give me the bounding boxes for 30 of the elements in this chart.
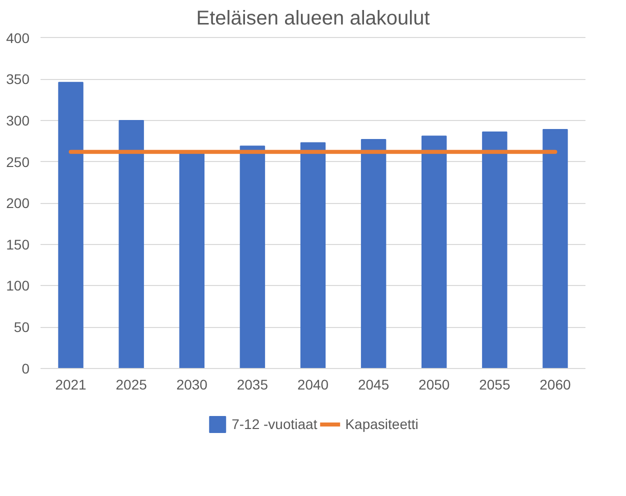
y-tick-label: 300 (6, 112, 30, 128)
y-tick-label: 250 (6, 154, 30, 170)
bar (482, 132, 508, 369)
x-tick-label: 2040 (297, 376, 329, 392)
x-tick-label: 2025 (116, 376, 148, 392)
x-tick-label: 2050 (418, 376, 450, 392)
x-tick-label: 2055 (479, 376, 510, 392)
y-tick-label: 150 (6, 236, 30, 252)
chart-title: Eteläisen alueen alakoulut (196, 8, 430, 30)
bar (179, 153, 204, 369)
bar (300, 142, 326, 369)
y-tick-label: 350 (6, 71, 30, 88)
bar (118, 120, 144, 369)
x-tick-label: 2030 (176, 376, 208, 392)
y-tick-label: 400 (6, 30, 30, 46)
x-tick-label: 2035 (236, 376, 268, 392)
bar (58, 82, 84, 369)
bar (360, 138, 386, 369)
legend-label: 7-12 -vuotiaat (232, 416, 318, 432)
bar (240, 146, 266, 369)
legend-label: Kapasiteetti (345, 416, 418, 432)
x-tick-label: 2045 (358, 376, 390, 392)
y-tick-label: 50 (14, 319, 30, 336)
y-tick-label: 200 (6, 195, 30, 212)
x-tick-label: 2060 (540, 376, 572, 392)
bar (422, 136, 447, 369)
y-tick-label: 0 (22, 360, 30, 376)
y-tick-label: 100 (6, 278, 30, 294)
x-tick-label: 2021 (55, 376, 87, 392)
bar (542, 129, 568, 369)
